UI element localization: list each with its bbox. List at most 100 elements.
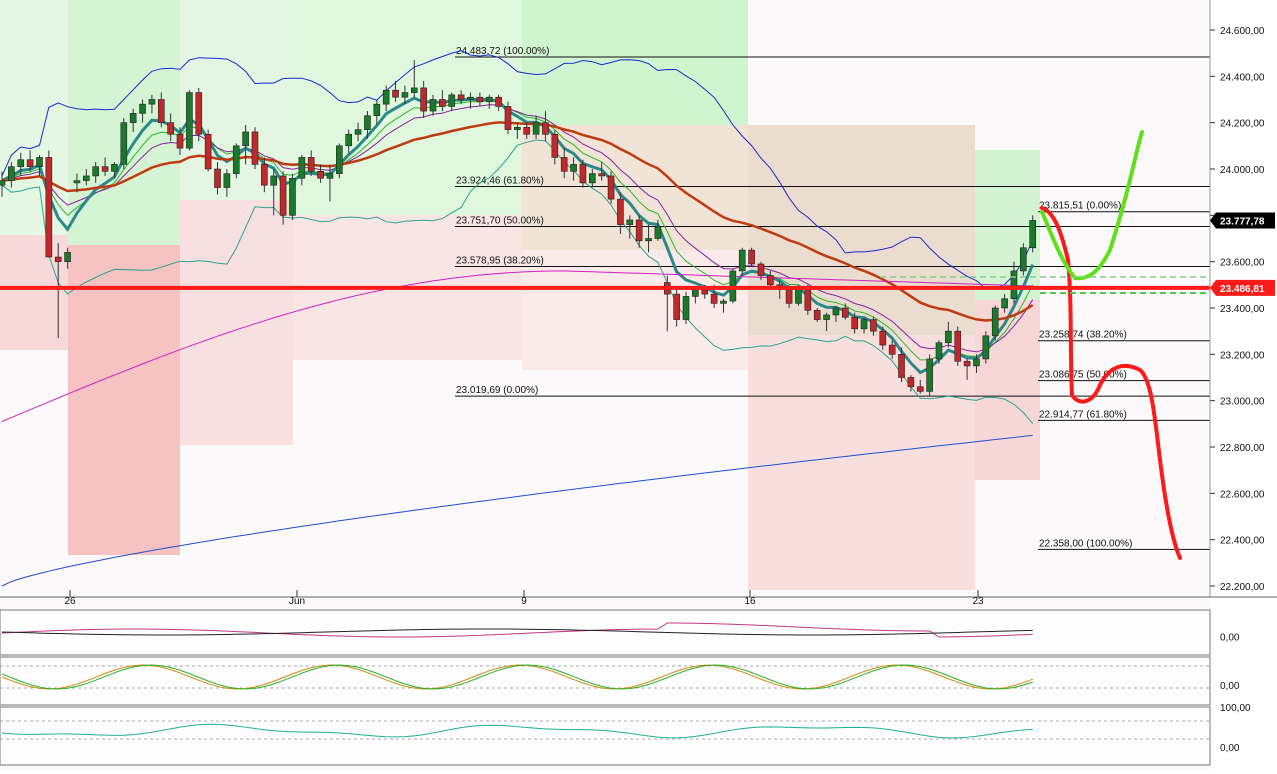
price-badge-label: 23.777,78 xyxy=(1220,216,1265,227)
candle-body xyxy=(870,319,877,332)
candle-body xyxy=(935,342,943,360)
candle-body xyxy=(457,94,465,100)
candle-body xyxy=(279,175,287,216)
candle-body xyxy=(261,164,268,186)
candle-body xyxy=(0,180,6,186)
candle-body xyxy=(289,177,296,216)
rsi-line xyxy=(1,723,1033,739)
candle-body xyxy=(598,173,605,177)
bollinger-lower-line xyxy=(1,139,1034,424)
bullish-path-drawing xyxy=(1040,130,1144,281)
candle-body xyxy=(382,89,390,105)
price-tick-label: 22.200,00 xyxy=(1220,582,1265,593)
price-axis[interactable]: 24.600,0024.400,0024.200,0024.000,0023.8… xyxy=(1209,0,1277,769)
candle-body xyxy=(111,164,118,172)
candle-body xyxy=(570,164,577,172)
cloud-zone xyxy=(522,250,748,370)
candle-body xyxy=(523,127,531,135)
candle-body xyxy=(607,175,615,200)
cloud-zone xyxy=(522,125,748,250)
trend-line xyxy=(1,434,1033,587)
candle-body xyxy=(982,335,990,360)
candle-body xyxy=(579,164,587,184)
candle-body xyxy=(8,166,15,181)
candle-body xyxy=(251,131,259,165)
fib-level-label: 22.358,00 (100.00%) xyxy=(1039,538,1132,549)
price-tick-label: 24.600,00 xyxy=(1220,26,1265,37)
fib-level-label: 23.578,95 (38.20%) xyxy=(456,256,544,267)
candle-body xyxy=(345,133,352,147)
fibonacci-levels: 24.483,72 (100.00%) 23.924,46 (61.80%) 23.… xyxy=(455,46,1210,550)
candle-body xyxy=(532,122,540,135)
oscillator-line xyxy=(1,622,1033,638)
candle-body xyxy=(1029,220,1036,249)
candle-body xyxy=(682,296,690,320)
price-tick-label: 22.400,00 xyxy=(1220,536,1265,547)
ema-mid-line xyxy=(1,104,1034,353)
candle-body xyxy=(785,289,793,304)
price-tick-label: 22.800,00 xyxy=(1220,443,1265,454)
candle-body xyxy=(654,226,662,239)
candle-body xyxy=(467,96,474,100)
price-tick-label: 23.400,00 xyxy=(1220,304,1265,315)
stochastic-k-line xyxy=(1,664,1033,690)
cloud-zone xyxy=(748,335,975,590)
cloud-zone xyxy=(0,0,68,235)
candle-body xyxy=(83,175,90,181)
fib-level-label: 23.258,74 (38.20%) xyxy=(1039,330,1127,341)
indicator-tick-label: 0,00 xyxy=(1220,743,1240,754)
price-badge xyxy=(1210,279,1275,296)
candle-body xyxy=(392,89,399,98)
fib-level-label: 23.086,75 (50.00%) xyxy=(1039,370,1127,381)
candle-body xyxy=(476,96,484,103)
candle-body xyxy=(804,286,812,311)
freehand-drawings[interactable] xyxy=(880,130,1210,560)
price-tick-label: 23.200,00 xyxy=(1220,350,1265,361)
candle-body xyxy=(485,96,493,103)
candle-body xyxy=(991,307,999,337)
candle-body xyxy=(504,106,512,130)
candle-body xyxy=(401,92,409,98)
candle-body xyxy=(298,157,306,179)
candle-body xyxy=(36,157,43,167)
price-tick-label: 23.000,00 xyxy=(1220,397,1265,408)
cloud-zone xyxy=(975,300,1040,480)
candle-body xyxy=(307,157,315,172)
candle-body xyxy=(186,92,193,149)
candle-body xyxy=(204,133,212,170)
candle-body xyxy=(635,219,643,242)
candle-body xyxy=(813,310,821,320)
indicator-panel xyxy=(0,609,1211,656)
cloud-zone xyxy=(180,200,293,445)
time-axis[interactable]: 26 Jun 9 16 23 xyxy=(0,590,1277,607)
candle-body xyxy=(92,166,99,177)
time-tick-label: 23 xyxy=(972,596,984,607)
cloud-zone xyxy=(522,0,748,125)
candle-body xyxy=(195,92,203,135)
fib-level-label: 22.914,77 (61.80%) xyxy=(1039,409,1127,420)
candle-body xyxy=(176,133,184,149)
oscillator-signal-line xyxy=(1,628,1033,636)
candle-body xyxy=(148,99,156,105)
cloud-zone xyxy=(68,245,180,555)
candle-body xyxy=(336,145,343,174)
time-tick-label: 26 xyxy=(64,596,76,607)
price-tick-label: 24.400,00 xyxy=(1220,72,1265,83)
candle-body xyxy=(45,157,53,258)
candlesticks xyxy=(0,60,1036,397)
price-tick-label: 24.000,00 xyxy=(1220,165,1265,176)
price-tick-label: 23.600,00 xyxy=(1220,258,1265,269)
fib-level-label: 23.751,70 (50.00%) xyxy=(456,216,544,227)
candle-body xyxy=(223,173,231,188)
candle-body xyxy=(832,307,840,316)
candle-body xyxy=(710,293,718,304)
fib-level-label: 23.815,51 (0.00%) xyxy=(1039,201,1121,212)
candle-body xyxy=(429,99,437,112)
candle-body xyxy=(767,275,774,286)
candle-body xyxy=(514,127,521,130)
candle-body xyxy=(26,159,34,167)
indicator-panel xyxy=(0,706,1211,766)
candle-body xyxy=(1020,247,1027,272)
candle-body xyxy=(167,122,174,135)
